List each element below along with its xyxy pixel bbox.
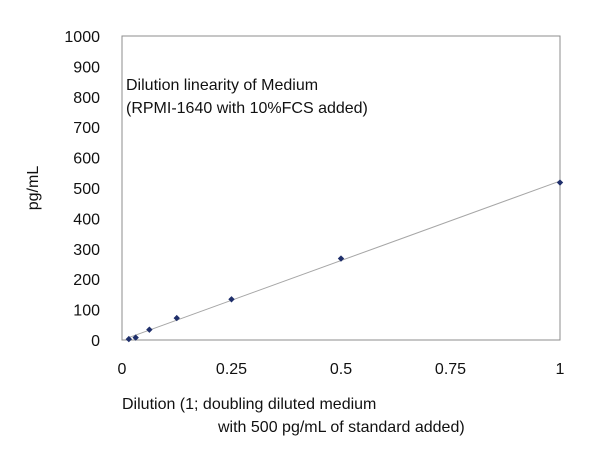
y-tick-label: 300 [73,242,100,259]
chart-annotation-line1: Dilution linearity of Medium [126,77,318,94]
data-point [337,255,345,262]
x-tick-label: 0 [118,361,127,378]
y-tick-label: 0 [91,333,100,350]
y-tick-label: 500 [73,181,100,198]
data-point [146,326,153,333]
x-axis-ticks: 0 0.25 0.5 0.75 1 [118,361,565,378]
data-point [125,335,133,343]
data-point [556,179,564,186]
plot-area [121,35,561,341]
y-tick-label: 900 [73,59,100,76]
x-axis-label-line1: Dilution (1; doubling diluted medium [122,396,376,413]
y-tick-label: 700 [73,120,100,137]
data-point [132,334,139,341]
x-tick-label: 1 [556,361,565,378]
data-point [173,314,180,322]
y-axis-label: pg/mL [25,166,42,211]
chart-annotation-line2: (RPMI-1640 with 10%FCS added) [126,100,368,117]
y-axis-ticks: 0 100 200 300 400 500 600 700 800 900 1000 [64,29,100,350]
y-tick-label: 800 [73,90,100,107]
y-tick-label: 1000 [64,29,100,46]
data-points [125,179,564,343]
x-tick-label: 0.25 [216,361,247,378]
y-tick-label: 400 [73,211,100,228]
y-tick-label: 600 [73,151,100,168]
data-point [228,296,235,303]
y-tick-label: 100 [73,303,100,320]
trend-line [128,180,561,339]
x-axis-label-line2: with 500 pg/mL of standard added) [217,419,465,436]
x-tick-label: 0.5 [330,361,352,378]
y-tick-label: 200 [73,272,100,289]
x-tick-label: 0.75 [435,361,466,378]
